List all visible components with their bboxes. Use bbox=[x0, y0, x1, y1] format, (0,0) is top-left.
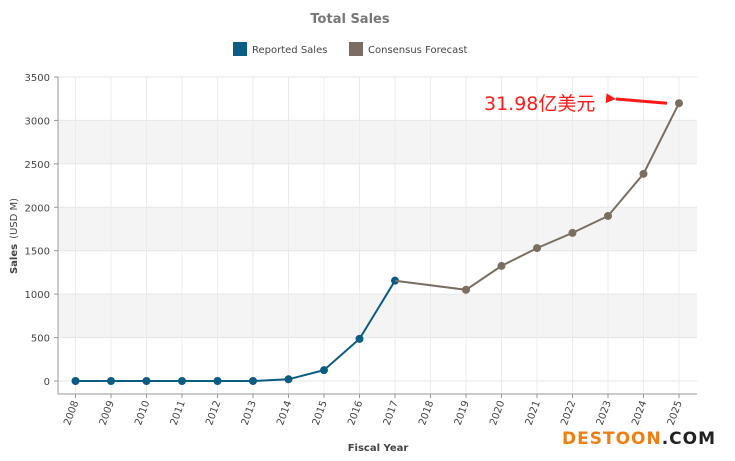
y-tick-label: 0 bbox=[44, 377, 50, 388]
data-point-reported-sales bbox=[213, 377, 222, 385]
plot-band bbox=[58, 294, 697, 338]
x-tick-label: 2019 bbox=[453, 399, 472, 427]
x-tick-label: 2009 bbox=[98, 399, 117, 427]
x-tick-label: 2023 bbox=[595, 399, 614, 427]
y-axis-title: Sales (USD M) bbox=[9, 198, 20, 274]
watermark: DESTOON.COM bbox=[562, 429, 716, 449]
y-tick-label: 3000 bbox=[25, 116, 50, 127]
x-tick-label: 2020 bbox=[488, 399, 507, 427]
legend: Reported Sales Consensus Forecast bbox=[233, 42, 467, 56]
data-point-consensus-forecast bbox=[675, 99, 683, 108]
plot-band bbox=[58, 77, 697, 121]
data-point-reported-sales bbox=[284, 375, 293, 384]
x-tick-label: 2015 bbox=[311, 399, 330, 427]
y-tick-label: 1000 bbox=[25, 290, 50, 301]
data-point-consensus-forecast bbox=[604, 211, 612, 220]
data-point-reported-sales bbox=[249, 377, 257, 385]
y-tick-label: 2000 bbox=[25, 203, 50, 214]
x-axis-tick-labels: 2008 2009 2010 2011 2012 2013 2014 2015 2016 2017… bbox=[62, 394, 685, 427]
data-point-consensus-forecast bbox=[497, 261, 506, 270]
annotation-arrow bbox=[605, 93, 668, 105]
annotation-label: 31.98亿美元 bbox=[484, 93, 595, 115]
data-point-reported-sales bbox=[71, 377, 80, 385]
x-tick-label: 2011 bbox=[169, 399, 188, 427]
x-tick-label: 2012 bbox=[204, 399, 223, 427]
legend-label-consensus-forecast: Consensus Forecast bbox=[368, 45, 467, 56]
data-point-reported-sales bbox=[107, 377, 115, 385]
x-tick-label: 2008 bbox=[62, 399, 81, 427]
plot-band bbox=[58, 250, 697, 295]
data-point-consensus-forecast bbox=[462, 285, 470, 294]
plot-band bbox=[58, 120, 697, 164]
data-point-reported-sales bbox=[178, 377, 186, 385]
data-point-consensus-forecast bbox=[568, 228, 577, 237]
series-layer bbox=[71, 99, 683, 385]
plot-band bbox=[58, 337, 697, 381]
plot-background-bands bbox=[58, 76, 697, 394]
legend-swatch-reported-sales bbox=[233, 42, 247, 56]
plot-band bbox=[58, 207, 697, 251]
x-tick-label: 2024 bbox=[630, 399, 649, 427]
series-line-reported-sales bbox=[75, 280, 396, 382]
x-tick-label: 2014 bbox=[275, 399, 294, 427]
x-tick-label: 2021 bbox=[524, 399, 543, 427]
data-point-consensus-forecast bbox=[533, 244, 541, 253]
watermark-suffix: .COM bbox=[662, 429, 716, 449]
data-point-consensus-forecast bbox=[639, 169, 648, 178]
data-point-reported-sales bbox=[142, 377, 151, 385]
y-tick-label: 500 bbox=[31, 334, 50, 345]
data-point-reported-sales bbox=[320, 366, 328, 375]
x-tick-label: 2025 bbox=[666, 399, 685, 427]
legend-swatch-consensus-forecast bbox=[349, 42, 363, 56]
x-tick-label: 2016 bbox=[346, 399, 365, 427]
watermark-brand: DESTOON bbox=[562, 429, 662, 449]
y-axis-title-unit: (USD M) bbox=[9, 198, 20, 239]
x-axis-title: Fiscal Year bbox=[348, 443, 409, 454]
x-tick-label: 2018 bbox=[417, 399, 436, 427]
series-line-consensus-forecast bbox=[394, 102, 680, 291]
x-tick-label: 2013 bbox=[240, 399, 259, 427]
y-tick-label: 2500 bbox=[25, 160, 50, 171]
vertical-gridlines bbox=[75, 77, 680, 394]
y-tick-label: 1500 bbox=[25, 247, 50, 258]
y-axis-title-label: Sales bbox=[9, 244, 20, 274]
plot-band bbox=[58, 163, 697, 208]
x-tick-label: 2010 bbox=[133, 399, 152, 427]
chart-title: Total Sales bbox=[310, 12, 389, 27]
data-point-reported-sales bbox=[391, 276, 399, 285]
y-tick-label: 3500 bbox=[25, 73, 50, 84]
data-point-reported-sales bbox=[355, 334, 364, 343]
y-axis-tick-labels: 0 500 1000 1500 2000 2500 3000 3500 bbox=[25, 73, 58, 388]
plot-band bbox=[58, 381, 697, 394]
x-tick-label: 2017 bbox=[382, 399, 401, 427]
legend-label-reported-sales: Reported Sales bbox=[252, 45, 327, 56]
x-tick-label: 2022 bbox=[559, 399, 578, 427]
